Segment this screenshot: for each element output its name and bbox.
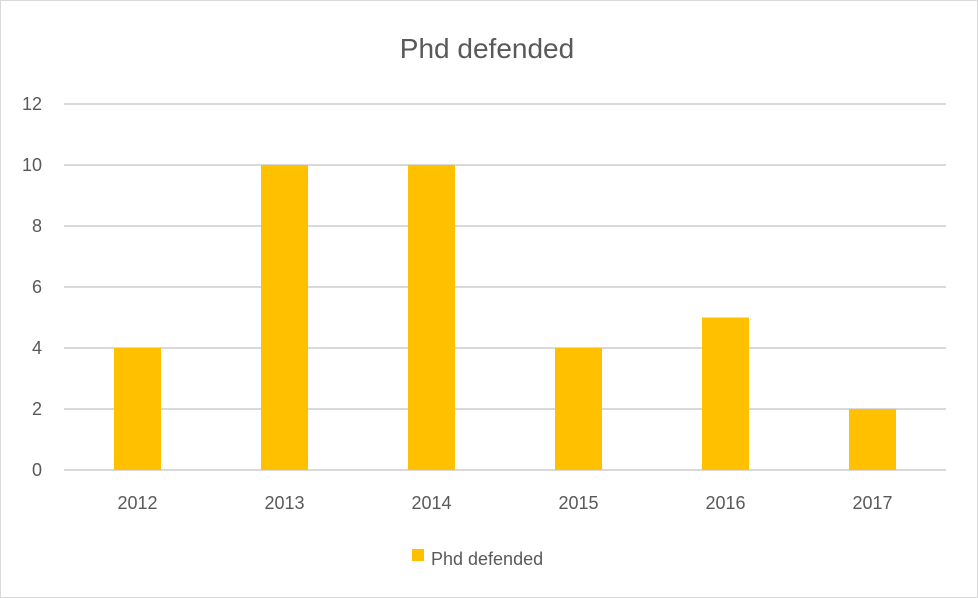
bar-2014 xyxy=(408,165,455,470)
bar-2017 xyxy=(849,409,896,470)
legend: Phd defended xyxy=(412,549,543,569)
x-tick-label: 2016 xyxy=(705,493,745,513)
bar-2013 xyxy=(261,165,308,470)
gridlines xyxy=(64,103,946,471)
chart-title: Phd defended xyxy=(400,33,574,64)
legend-label: Phd defended xyxy=(431,549,543,569)
bar-2015 xyxy=(555,348,602,470)
legend-swatch xyxy=(412,549,424,561)
y-tick-label: 4 xyxy=(32,338,42,358)
y-tick-label: 2 xyxy=(32,399,42,419)
bar-2012 xyxy=(114,348,161,470)
bar-2016 xyxy=(702,317,749,470)
x-tick-label: 2012 xyxy=(117,493,157,513)
x-axis-ticks: 2012 2013 2014 2015 2016 2017 xyxy=(117,493,892,513)
bars xyxy=(114,165,896,470)
y-tick-label: 10 xyxy=(22,155,42,175)
y-tick-label: 6 xyxy=(32,277,42,297)
x-tick-label: 2014 xyxy=(411,493,451,513)
y-axis-ticks: 0 2 4 6 8 10 12 xyxy=(22,94,42,480)
y-tick-label: 8 xyxy=(32,216,42,236)
y-tick-label: 0 xyxy=(32,460,42,480)
x-tick-label: 2015 xyxy=(558,493,598,513)
x-tick-label: 2017 xyxy=(852,493,892,513)
y-tick-label: 12 xyxy=(22,94,42,114)
x-tick-label: 2013 xyxy=(264,493,304,513)
